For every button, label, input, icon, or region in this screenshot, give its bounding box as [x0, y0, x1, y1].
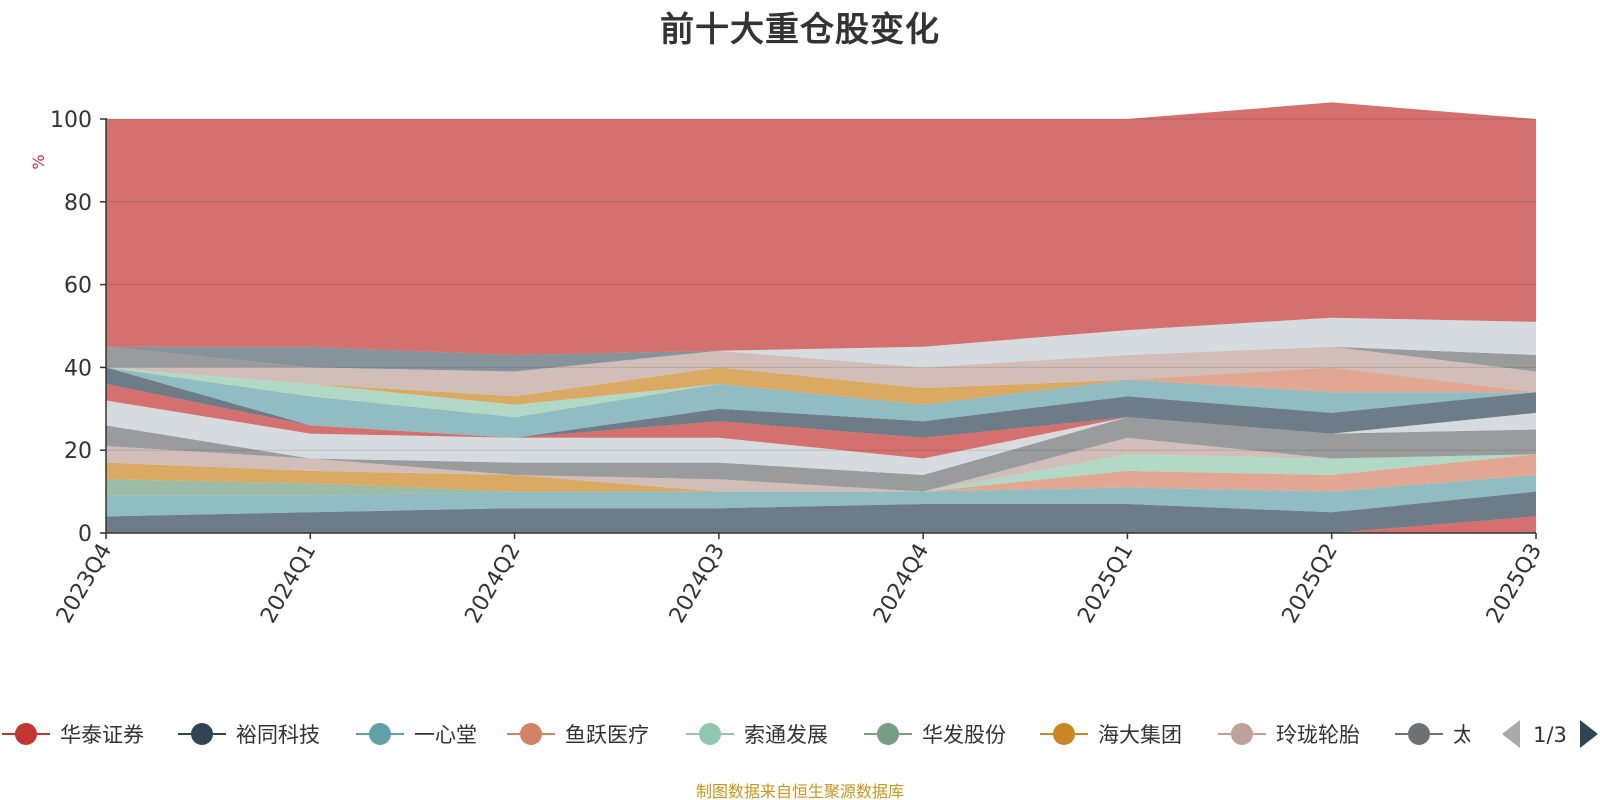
legend-item-华泰证券: 华泰证券 — [2, 723, 144, 747]
area-其他 — [106, 102, 1536, 356]
y-tick-label-0: 0 — [78, 522, 92, 547]
legend-item-鱼跃医疗: 鱼跃医疗 — [507, 723, 649, 747]
legend-page-indicator: 1/3 — [1533, 723, 1567, 747]
area-恒瑞医药 — [106, 400, 1536, 475]
legend-item-索通发展: 索通发展 — [686, 723, 828, 747]
legend-label: 太阝 — [1453, 723, 1495, 747]
x-tick-label-2024Q4: 2024Q4 — [869, 540, 934, 628]
legend-label: 玲珑轮胎 — [1276, 723, 1360, 747]
area-中国平安 — [106, 384, 1536, 459]
legend-item-玲珑轮胎: 玲珑轮胎 — [1218, 723, 1360, 747]
y-tick-label-20: 20 — [64, 439, 92, 464]
area-玲珑轮胎 — [106, 437, 1536, 492]
y-tick-label-80: 80 — [64, 191, 92, 216]
legend-label: 裕同科技 — [236, 723, 320, 747]
area-招商银行 — [106, 367, 1536, 438]
area-鱼跃医疗 — [106, 454, 1536, 496]
x-tick-label-2025Q1: 2025Q1 — [1073, 540, 1138, 628]
legend-marker — [520, 723, 542, 745]
x-tick-label-2023Q4: 2023Q4 — [52, 540, 117, 628]
legend-marker — [191, 723, 213, 745]
area-一心堂 — [106, 475, 1536, 517]
legend-label: 华泰证券 — [60, 723, 144, 747]
y-axis-unit-label: % — [29, 154, 48, 169]
x-tick-label-2024Q2: 2024Q2 — [460, 540, 525, 628]
legend-marker — [15, 723, 37, 745]
area-顺丰控股 — [106, 367, 1536, 418]
y-tick-label-40: 40 — [64, 356, 92, 381]
legend-item-华发股份: 华发股份 — [864, 723, 1006, 747]
legend-marker — [1408, 723, 1430, 745]
area-万华化学 — [106, 367, 1536, 418]
legend-label: 华发股份 — [922, 723, 1006, 747]
legend-label: 鱼跃医疗 — [565, 723, 649, 747]
legend-item-太阳纸业: 太阝 — [1395, 723, 1495, 747]
legend-label: 海大集团 — [1098, 723, 1182, 747]
stacked-areas — [106, 102, 1536, 533]
legend-prev-icon — [1502, 720, 1520, 748]
legend-label: 索通发展 — [744, 723, 828, 747]
gridlines — [106, 118, 1536, 451]
source-note: 制图数据来自恒生聚源数据库 — [695, 782, 904, 800]
y-tick-label-100: 100 — [50, 108, 92, 133]
x-tick-label-2025Q3: 2025Q3 — [1482, 540, 1547, 628]
x-tick-label-2024Q3: 2024Q3 — [665, 540, 730, 628]
legend-marker — [1053, 723, 1075, 745]
area-长江电力 — [106, 346, 1536, 372]
legend-marker — [369, 723, 391, 745]
legend-item-海大集团: 海大集团 — [1040, 723, 1182, 747]
chart-title: 前十大重仓股变化 — [660, 10, 940, 50]
legend-label: 一心堂 — [414, 723, 477, 747]
legend-item-一心堂: 一心堂 — [356, 723, 477, 747]
area-索通发展 — [106, 454, 1536, 496]
x-tick-label-2025Q2: 2025Q2 — [1278, 540, 1343, 628]
area-海大集团 — [106, 454, 1536, 492]
area-华发股份 — [106, 454, 1536, 496]
legend-pager: 1/3 — [1502, 720, 1598, 748]
legend-item-裕同科技: 裕同科技 — [178, 723, 320, 747]
y-tick-label-60: 60 — [64, 274, 92, 299]
legend-marker — [699, 723, 721, 745]
area-贵州茅台 — [106, 317, 1536, 368]
area-宁德时代 — [106, 346, 1536, 397]
x-tick-label-2024Q1: 2024Q1 — [256, 540, 321, 628]
area-裕同科技 — [106, 491, 1536, 533]
legend-next-icon — [1580, 720, 1598, 748]
legend: 华泰证券 裕同科技 一心堂 鱼跃医疗 索通发展 华发股份 海大集团 玲珑轮胎 太阝 — [2, 723, 1495, 747]
area-格力电器 — [106, 367, 1536, 405]
legend-marker — [1231, 723, 1253, 745]
area-华泰证券 — [106, 516, 1536, 533]
area-紫金矿业 — [106, 367, 1536, 438]
area-太阳纸业 — [106, 417, 1536, 492]
legend-marker — [877, 723, 899, 745]
